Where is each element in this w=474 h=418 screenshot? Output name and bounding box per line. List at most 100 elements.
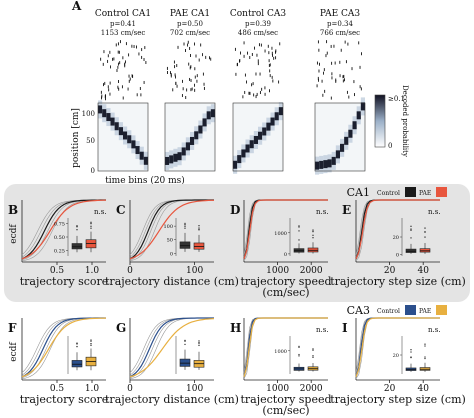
significance-annotation: n.s. bbox=[316, 326, 329, 334]
boxplot-control-outlier bbox=[298, 345, 300, 348]
significance-annotation: n.s. bbox=[94, 208, 107, 216]
example-title-2: Control CA3 bbox=[230, 9, 287, 19]
ecdf-control-curve bbox=[129, 317, 214, 378]
heatmap-peak bbox=[110, 117, 115, 126]
inset-ytick-label: 1000 bbox=[274, 349, 287, 355]
boxplot-pae-outlier bbox=[424, 345, 426, 347]
panel-letter-i: I bbox=[342, 321, 348, 335]
panel-a-ylabel: position [cm] bbox=[71, 108, 81, 168]
ecdf-xtick-label: 1.0 bbox=[85, 266, 100, 276]
ecdf-xlabel: trajectory step size (cm) bbox=[330, 275, 466, 288]
boxplot-control-box bbox=[179, 241, 191, 249]
ecdf-pae-curve bbox=[243, 317, 328, 377]
heatmap-peak bbox=[278, 107, 283, 116]
panel-letter-c: C bbox=[116, 203, 126, 217]
example-speed-3: 766 cm/sec bbox=[320, 29, 360, 37]
inset-ytick-label: 0 bbox=[170, 251, 173, 257]
heatmap-peak bbox=[143, 156, 148, 165]
heatmap-peak bbox=[202, 118, 207, 127]
ecdf-xtick-label: 40 bbox=[417, 384, 429, 394]
panel-a-ytick-1: 50 bbox=[86, 137, 95, 145]
boxplot-control-outlier bbox=[298, 225, 300, 227]
boxplot-control-box bbox=[179, 358, 191, 367]
significance-annotation: n.s. bbox=[316, 208, 329, 216]
boxplot-control-outlier bbox=[76, 225, 78, 227]
heatmap-peak bbox=[315, 161, 320, 170]
ecdf-xlabel: trajectory speed bbox=[240, 275, 331, 288]
ecdf-pae-curve bbox=[243, 199, 328, 259]
example-p-0: p=0.41 bbox=[110, 20, 136, 28]
ecdf-xlabel: trajectory distance (cm) bbox=[105, 393, 239, 406]
boxplot-control-outlier bbox=[410, 237, 412, 239]
ca1-row-background bbox=[4, 184, 470, 302]
panel-a-ytick-0: 0 bbox=[91, 167, 95, 175]
heatmap-peak bbox=[319, 160, 324, 169]
heatmap-peak bbox=[118, 127, 123, 136]
legend-control-swatch bbox=[405, 187, 416, 197]
heatmap-peak bbox=[340, 143, 345, 152]
example-speed-1: 702 cm/sec bbox=[170, 29, 210, 37]
boxplot-pae-outlier bbox=[312, 355, 314, 357]
heatmap-peak bbox=[185, 142, 190, 151]
boxplot-pae-outlier bbox=[312, 229, 314, 231]
region-label-ca3: CA3 bbox=[347, 304, 370, 317]
boxplot-pae-outlier bbox=[312, 234, 314, 236]
ecdf-pae-curve bbox=[21, 317, 107, 378]
heatmap-peak bbox=[335, 150, 340, 159]
heatmap-peak bbox=[131, 140, 136, 149]
legend-control-label: Control bbox=[377, 308, 400, 315]
boxplot-pae-outlier bbox=[312, 356, 314, 359]
boxplot-control-box bbox=[71, 360, 83, 368]
inset-ytick-label: 0 bbox=[396, 252, 399, 258]
significance-annotation: n.s. bbox=[428, 208, 441, 216]
ecdf-pae-curve bbox=[355, 199, 440, 260]
boxplot-pae-outlier bbox=[424, 343, 426, 345]
ecdf-individual-curve bbox=[129, 317, 214, 379]
boxplot-pae-outlier bbox=[198, 227, 200, 229]
boxplot-pae-outlier bbox=[424, 356, 426, 358]
ecdf-control-curve bbox=[21, 199, 106, 260]
colorbar-label: Decoded probability bbox=[401, 85, 409, 157]
boxplot-pae-outlier bbox=[90, 340, 92, 342]
legend-control-swatch bbox=[405, 305, 416, 315]
boxplot-pae-outlier bbox=[312, 349, 314, 351]
legend-control-label: Control bbox=[377, 190, 400, 197]
boxplot-pae-outlier bbox=[424, 236, 426, 238]
ecdf-xtick-label: 1000 bbox=[266, 384, 289, 394]
heatmap-peak bbox=[245, 144, 250, 153]
boxplot-pae-outlier bbox=[424, 231, 426, 233]
boxplot-control-outlier bbox=[410, 356, 412, 359]
panel-letter-h: H bbox=[230, 321, 241, 335]
colorbar-bottom-label: 0 bbox=[388, 142, 392, 150]
significance-annotation: n.s. bbox=[428, 326, 441, 334]
heatmap-peak bbox=[352, 121, 357, 130]
boxplot-control-outlier bbox=[298, 230, 300, 232]
panel-letter-b: B bbox=[8, 203, 18, 217]
heatmap-peak bbox=[190, 136, 195, 145]
ecdf-xtick-label: 20 bbox=[384, 266, 396, 276]
heatmap-peak bbox=[344, 136, 349, 145]
inset-ytick-label: 0.25 bbox=[54, 249, 65, 255]
example-p-3: p=0.34 bbox=[327, 20, 353, 28]
boxplot-control-outlier bbox=[184, 222, 186, 225]
boxplot-control-outlier bbox=[76, 345, 78, 348]
heatmap-peak bbox=[206, 111, 211, 120]
inset-ytick-label: 20 bbox=[393, 353, 399, 359]
ecdf-xtick-label: 1000 bbox=[266, 266, 289, 276]
ecdf-xlabel: (cm/sec) bbox=[262, 286, 309, 299]
heatmap-peak bbox=[102, 109, 107, 118]
region-label-ca1: CA1 bbox=[347, 186, 370, 199]
heatmap-peak bbox=[177, 152, 182, 161]
boxplot-pae-box bbox=[193, 242, 205, 250]
boxplot-pae-outlier bbox=[198, 344, 200, 347]
ecdf-xlabel: trajectory distance (cm) bbox=[105, 275, 239, 288]
boxplot-pae-outlier bbox=[424, 227, 426, 229]
boxplot-control-outlier bbox=[184, 225, 186, 228]
example-p-2: p=0.39 bbox=[245, 20, 271, 28]
boxplot-control-outlier bbox=[298, 226, 300, 228]
heatmap-peak bbox=[253, 135, 258, 144]
example-title-1: PAE CA1 bbox=[170, 9, 210, 19]
ecdf-xtick-label: 2000 bbox=[300, 266, 323, 276]
colorbar-top-label: ≥0.1 bbox=[388, 95, 405, 103]
